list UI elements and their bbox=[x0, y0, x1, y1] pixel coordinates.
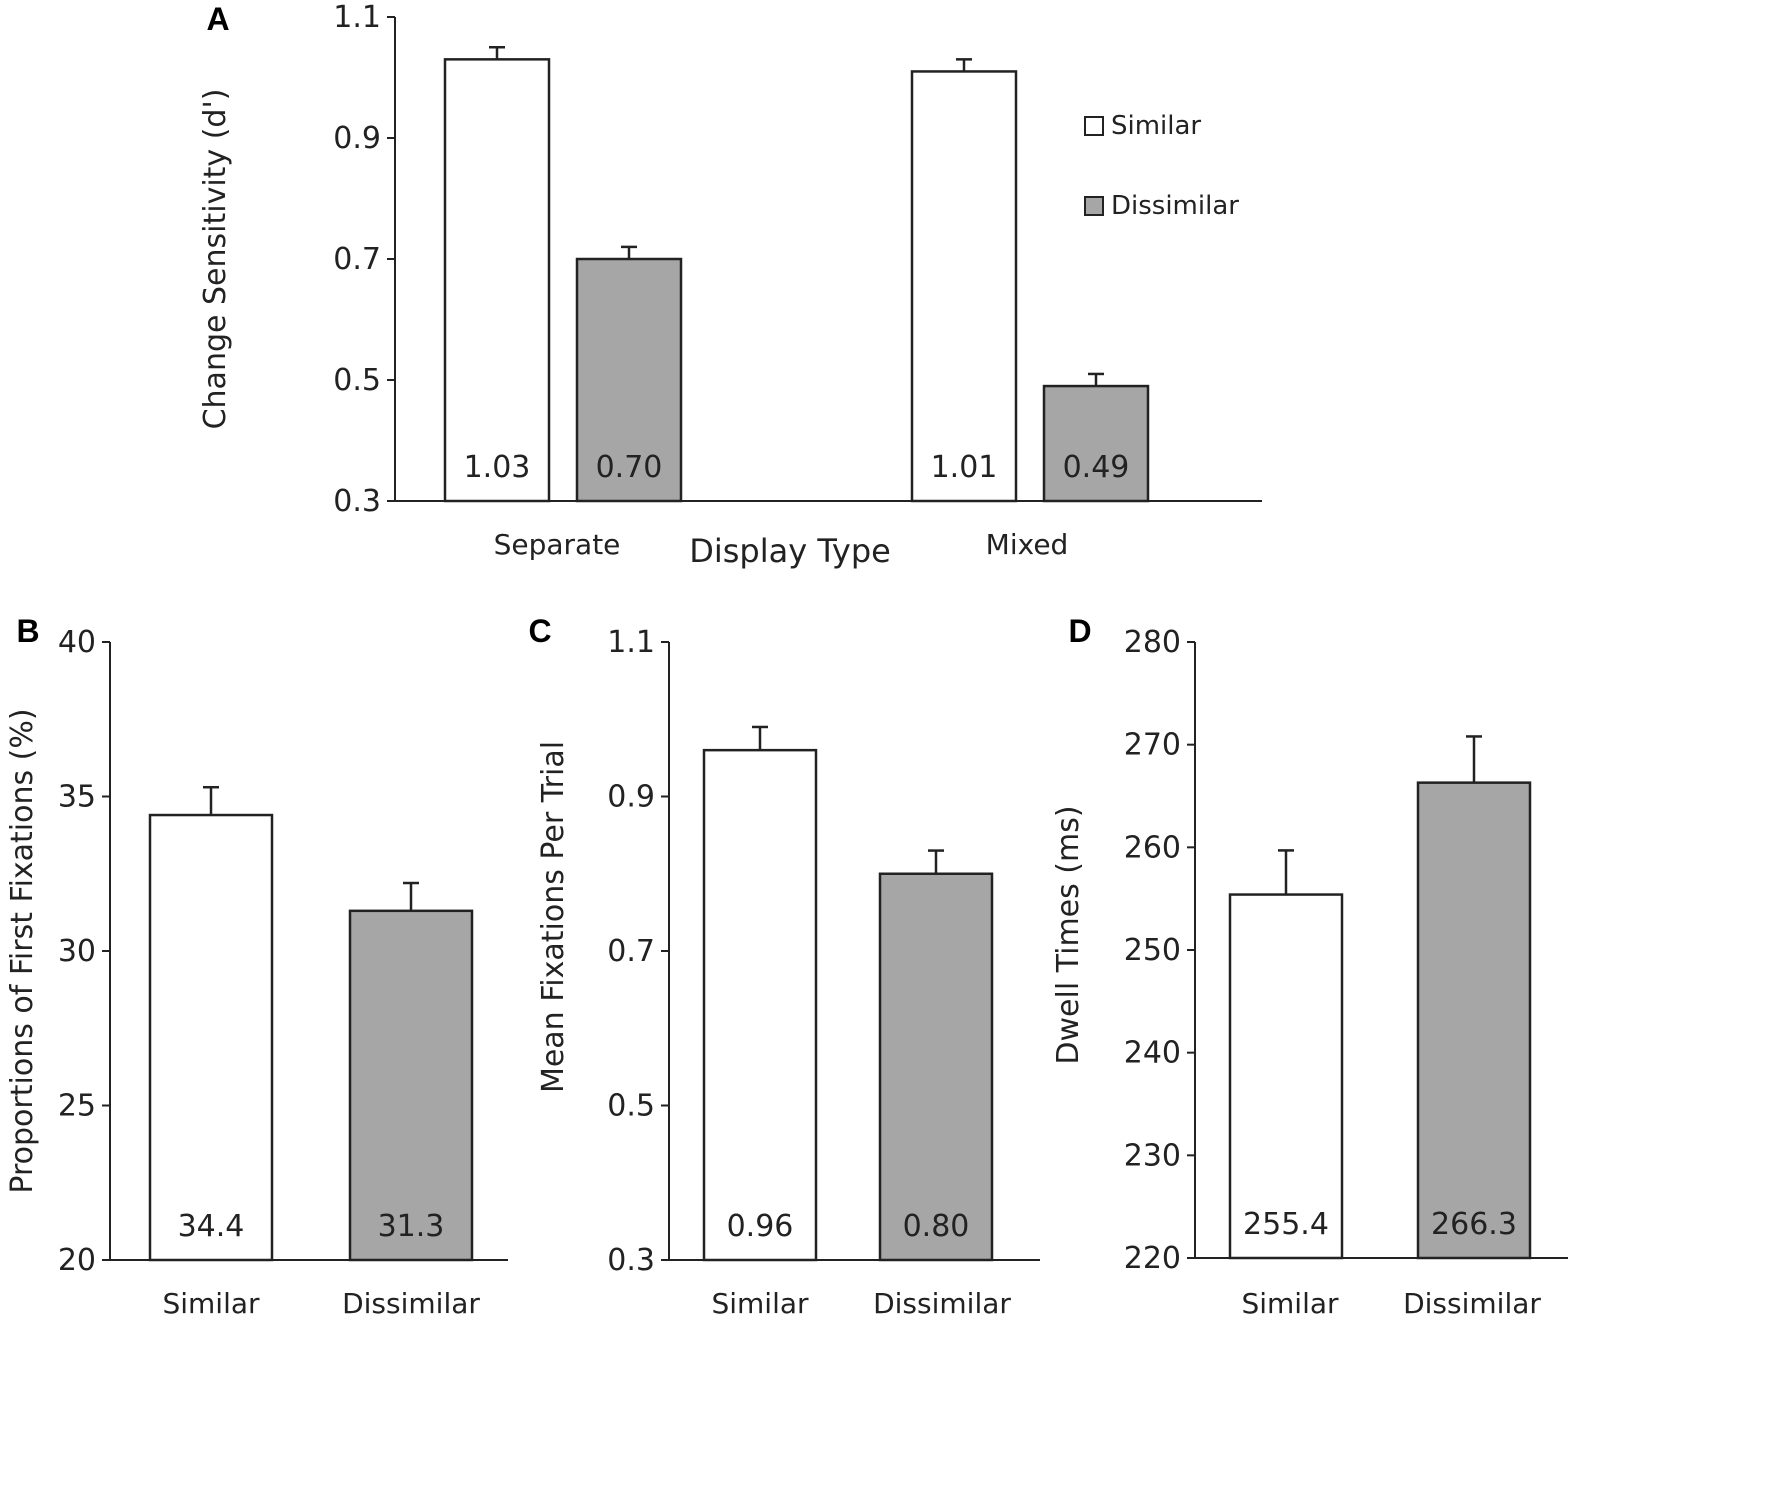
y-tick-label: 230 bbox=[1124, 1138, 1181, 1173]
y-tick-label: 0.3 bbox=[607, 1243, 655, 1278]
x-tick-label: Separate bbox=[494, 528, 621, 561]
y-tick-label: 280 bbox=[1124, 625, 1181, 660]
x-tick-label: Similar bbox=[162, 1287, 260, 1320]
x-tick-label: Dissimilar bbox=[1403, 1287, 1541, 1320]
bar-dissimilar bbox=[348, 909, 474, 1262]
data-label: 0.49 bbox=[1063, 450, 1130, 485]
data-label: 266.3 bbox=[1431, 1207, 1517, 1242]
data-label: 1.03 bbox=[464, 450, 531, 485]
y-tick-label: 30 bbox=[58, 934, 96, 969]
legend-label: Similar bbox=[1111, 111, 1201, 141]
legend-label: Dissimilar bbox=[1111, 191, 1239, 221]
x-tick-label: Similar bbox=[1241, 1287, 1339, 1320]
data-label: 0.70 bbox=[596, 450, 663, 485]
data-label: 0.96 bbox=[727, 1209, 794, 1244]
legend-swatch-dissimilar bbox=[1084, 196, 1104, 216]
y-tick-label: 1.1 bbox=[333, 0, 381, 35]
panel-letter: D bbox=[1068, 613, 1091, 649]
data-label: 1.01 bbox=[931, 450, 998, 485]
panel-letter: A bbox=[206, 1, 229, 37]
chart-panel-b: B 20 25 30 35 40 Proportions of First Fixation… bbox=[5, 613, 508, 1320]
x-tick-label: Mixed bbox=[986, 528, 1069, 561]
x-tick-label: Similar bbox=[711, 1287, 809, 1320]
panel-letter: B bbox=[16, 613, 39, 649]
bar-similar bbox=[148, 813, 274, 1262]
data-label: 34.4 bbox=[178, 1209, 245, 1244]
y-tick-label: 0.5 bbox=[607, 1089, 655, 1124]
bar-dissimilar bbox=[575, 257, 683, 503]
y-tick-label: 0.7 bbox=[333, 242, 381, 277]
y-axis-title: Dwell Times (ms) bbox=[1051, 805, 1086, 1064]
y-tick-label: 40 bbox=[58, 625, 96, 660]
y-tick-label: 0.5 bbox=[333, 363, 381, 398]
panel-letter: C bbox=[528, 613, 551, 649]
legend: Similar Dissimilar bbox=[1084, 111, 1239, 221]
y-tick-label: 1.1 bbox=[607, 625, 655, 660]
chart-panel-a: A 0.3 0.5 0.7 0.9 1.1 Change Sensitivity (d') 1… bbox=[198, 0, 1262, 570]
y-tick-label: 25 bbox=[58, 1089, 96, 1124]
bar-dissimilar bbox=[1416, 781, 1532, 1260]
y-tick-label: 250 bbox=[1124, 933, 1181, 968]
bar-similar bbox=[1228, 893, 1344, 1260]
y-tick-label: 35 bbox=[58, 780, 96, 815]
bar-dissimilar bbox=[1042, 384, 1150, 503]
chart-panel-c: C 0.3 0.5 0.7 0.9 1.1 Mean Fixations Per Trial… bbox=[528, 613, 1040, 1320]
y-tick-label: 0.3 bbox=[333, 484, 381, 519]
data-label: 0.80 bbox=[903, 1209, 970, 1244]
y-tick-label: 220 bbox=[1124, 1241, 1181, 1276]
bar-similar bbox=[910, 70, 1018, 503]
data-label: 255.4 bbox=[1243, 1207, 1329, 1242]
y-tick-label: 0.7 bbox=[607, 934, 655, 969]
x-tick-label: Dissimilar bbox=[342, 1287, 480, 1320]
y-tick-label: 0.9 bbox=[333, 121, 381, 156]
y-axis-title: Mean Fixations Per Trial bbox=[536, 741, 571, 1093]
y-tick-label: 20 bbox=[58, 1243, 96, 1278]
bar-similar bbox=[443, 58, 551, 503]
bar-similar bbox=[702, 748, 818, 1262]
y-axis-title: Change Sensitivity (d') bbox=[198, 89, 233, 430]
y-tick-label: 0.9 bbox=[607, 780, 655, 815]
x-tick-label: Dissimilar bbox=[873, 1287, 1011, 1320]
y-tick-label: 270 bbox=[1124, 728, 1181, 763]
y-tick-label: 260 bbox=[1124, 830, 1181, 865]
data-label: 31.3 bbox=[378, 1209, 445, 1244]
legend-swatch-similar bbox=[1084, 116, 1104, 136]
y-axis-title: Proportions of First Fixations (%) bbox=[5, 708, 40, 1193]
y-tick-label: 240 bbox=[1124, 1036, 1181, 1071]
chart-panel-d: D 220 230 240 250 260 270 280 Dwell Times (ms) 25… bbox=[1051, 613, 1568, 1320]
bar-dissimilar bbox=[878, 872, 994, 1262]
x-axis-title: Display Type bbox=[689, 532, 891, 570]
